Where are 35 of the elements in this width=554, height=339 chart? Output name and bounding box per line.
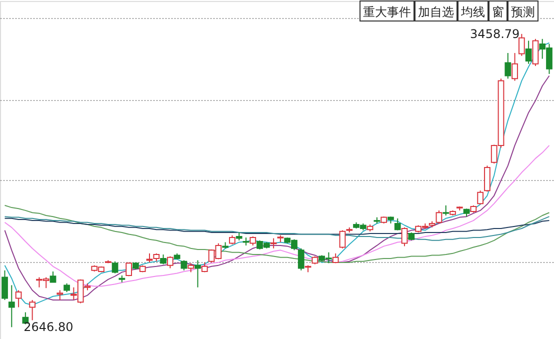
candlestick: [401, 226, 408, 247]
candlestick: [394, 218, 401, 231]
annotation: 2646.80: [24, 320, 74, 334]
candlestick: [484, 165, 490, 192]
candlestick: [512, 52, 518, 82]
candlestick: [525, 40, 532, 64]
annotation: 重大事件: [363, 5, 411, 19]
candlestick: [15, 290, 22, 308]
candlestick: [298, 248, 304, 271]
candlestick: [504, 52, 512, 80]
candlestick: [518, 33, 525, 56]
candlestick: [339, 230, 346, 249]
candlestick: [250, 236, 256, 246]
candlestick: [2, 270, 8, 300]
candlestick: [436, 210, 442, 224]
candlestick: [442, 204, 450, 216]
annotation: 3458.79: [470, 26, 520, 41]
annotation: 加自选: [418, 5, 454, 19]
candlestick: [194, 260, 201, 288]
candlestick: [180, 260, 188, 271]
candlestick: [229, 234, 236, 245]
annotation: 窗: [492, 5, 504, 19]
candlestick: [477, 190, 484, 205]
candlestick: [160, 254, 166, 265]
candlestick: [270, 238, 277, 249]
candlestick: [29, 300, 36, 321]
candlestick: [8, 284, 15, 328]
annotation: 预测: [511, 5, 535, 19]
candlestick: [112, 260, 118, 274]
candlestick: [188, 262, 194, 273]
candlestick: [166, 256, 174, 269]
candlestick: [56, 290, 64, 300]
candlestick: [532, 38, 539, 66]
candlestick: [50, 270, 56, 283]
annotation: 均线: [460, 5, 485, 19]
